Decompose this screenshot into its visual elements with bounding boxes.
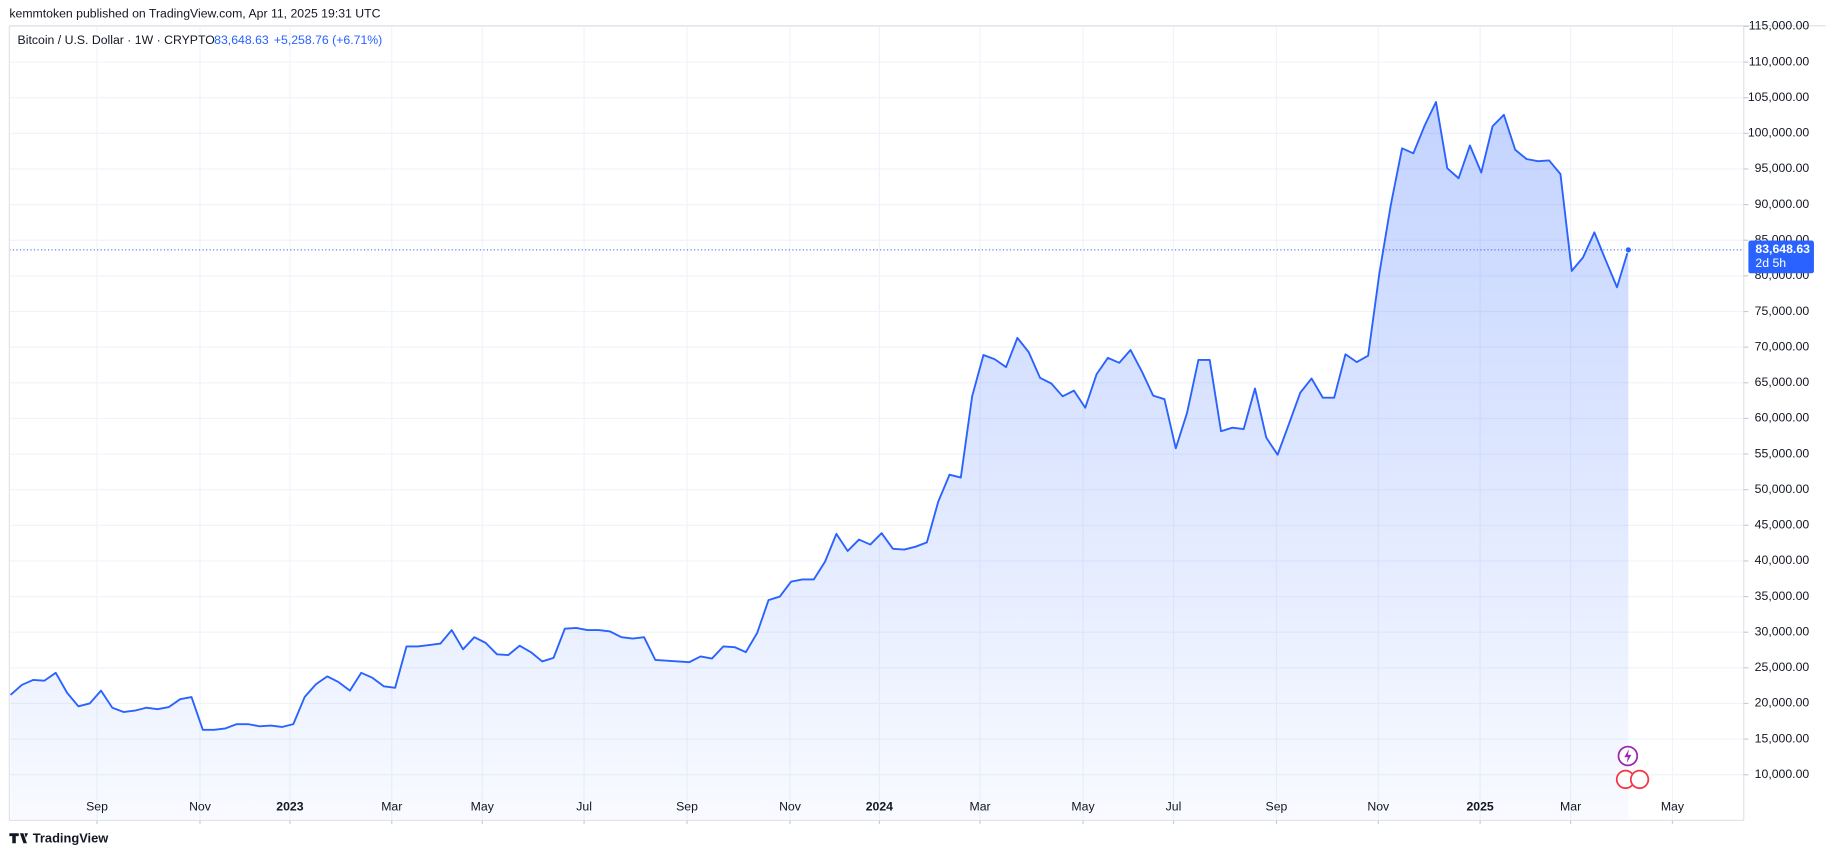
x-tick-label: 2023: [276, 800, 303, 814]
x-tick-label: 2024: [866, 800, 893, 814]
x-tick-label: Jul: [576, 800, 592, 814]
price-line: [9, 101, 1630, 731]
y-tick-label: 95,000.00: [1755, 161, 1810, 175]
y-tick-label: 115,000.00: [1749, 19, 1810, 33]
headline-change: +5,258.76 (+6.71%): [274, 33, 382, 47]
x-tick-label: May: [1661, 800, 1685, 814]
y-tick-label: 35,000.00: [1755, 589, 1810, 603]
y-tick-label: 50,000.00: [1755, 482, 1810, 496]
x-tick-label: Sep: [1266, 800, 1288, 814]
price-label: 83,648.63: [1755, 242, 1810, 256]
y-tick-label: 30,000.00: [1755, 624, 1810, 638]
last-point: [1624, 246, 1632, 254]
brand-logo: [9, 833, 29, 844]
x-tick-label: Jul: [1166, 800, 1182, 814]
x-tick-label: May: [471, 800, 495, 814]
y-tick-label: 20,000.00: [1755, 696, 1810, 710]
x-tick-label: 2025: [1466, 800, 1493, 814]
x-tick-label: Nov: [779, 800, 802, 814]
area-fill: [10, 102, 1629, 820]
x-tick-label: Sep: [86, 800, 108, 814]
y-tick-label: 110,000.00: [1749, 54, 1810, 68]
y-tick-label: 70,000.00: [1755, 339, 1810, 353]
headline-price: 83,648.63: [214, 33, 269, 47]
brand-name: TradingView: [33, 830, 110, 845]
x-tick-label: May: [1071, 800, 1095, 814]
y-tick-label: 40,000.00: [1755, 553, 1810, 567]
y-tick-label: 60,000.00: [1755, 411, 1810, 425]
x-tick-label: Sep: [676, 800, 698, 814]
y-tick-label: 65,000.00: [1755, 375, 1810, 389]
countdown-label: 2d 5h: [1755, 256, 1786, 270]
x-tick-label: Mar: [381, 800, 402, 814]
publisher-line: kemmtoken published on TradingView.com, …: [9, 6, 380, 20]
x-tick-label: Nov: [189, 800, 212, 814]
y-tick-label: 75,000.00: [1755, 304, 1810, 318]
y-tick-label: 105,000.00: [1748, 90, 1810, 104]
event-icons: [1615, 745, 1650, 790]
x-tick-label: Mar: [969, 800, 990, 814]
x-tick-label: Mar: [1560, 800, 1581, 814]
y-tick-label: 10,000.00: [1755, 767, 1810, 781]
y-tick-label: 25,000.00: [1755, 660, 1810, 674]
y-tick-label: 90,000.00: [1755, 197, 1810, 211]
plot-area: [9, 101, 1744, 820]
y-tick-label: 45,000.00: [1755, 518, 1810, 532]
y-tick-label: 55,000.00: [1755, 446, 1810, 460]
y-tick-label: 15,000.00: [1755, 731, 1810, 745]
y-tick-label: 100,000.00: [1748, 126, 1810, 140]
x-tick-label: Nov: [1367, 800, 1390, 814]
price-label-box: [1748, 240, 1814, 274]
symbol-title: Bitcoin / U.S. Dollar · 1W · CRYPTO: [18, 33, 215, 47]
